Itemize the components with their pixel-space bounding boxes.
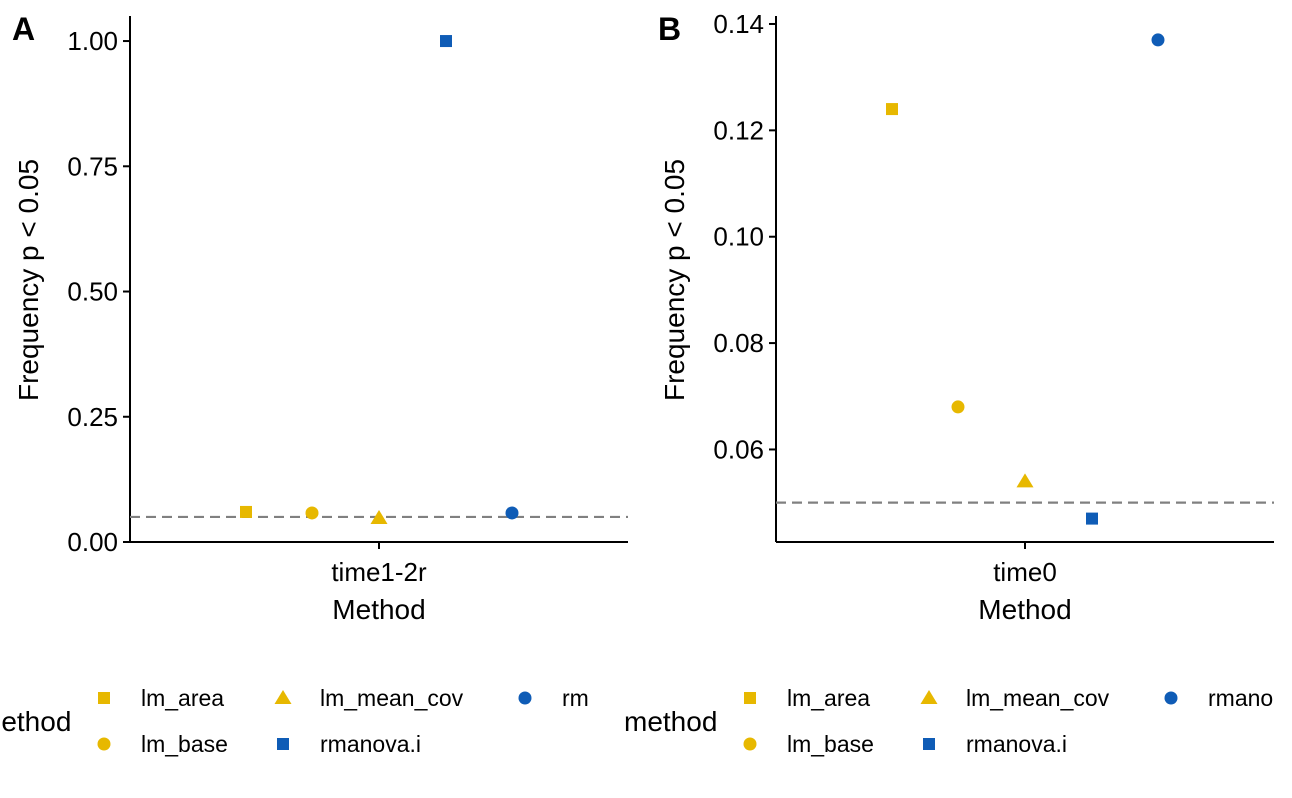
point-lm_base — [951, 400, 965, 414]
legend-key — [274, 690, 292, 704]
legend-key — [923, 738, 935, 750]
x-tick-label: time1-2r — [331, 557, 427, 587]
legend-title: method — [0, 706, 71, 737]
panel-a: A 0.00 0.25 0.50 0.75 1.00 time1-2r Method Frequ… — [12, 11, 628, 625]
x-axis-title: Method — [332, 594, 425, 625]
legend-label: rmanova.i — [320, 731, 421, 757]
panel-b: B 0.06 0.08 0.10 0.12 0.14 time0 Method Frequenc… — [658, 9, 1274, 625]
y-tick-label: 0.00 — [67, 527, 118, 557]
y-tick-label: 0.14 — [713, 9, 764, 39]
legend-label: rm — [562, 685, 589, 711]
point-rmanova — [1151, 33, 1165, 47]
legend-key — [743, 737, 757, 751]
legend-label: lm_mean_cov — [966, 685, 1110, 711]
point-lm_base — [305, 506, 319, 520]
y-axis-title: Frequency p < 0.05 — [13, 159, 44, 401]
legend-label: lm_area — [787, 685, 870, 711]
point-rmanova — [505, 506, 519, 520]
legend-key — [920, 690, 938, 704]
legend-label: lm_base — [787, 731, 874, 757]
legend-title: method — [624, 706, 717, 737]
y-axis-title: Frequency p < 0.05 — [659, 159, 690, 401]
point-lm_mean_cov — [1016, 473, 1034, 488]
y-tick-label: 0.12 — [713, 115, 764, 145]
point-rmanova-i — [1086, 512, 1098, 525]
y-tick-label: 0.25 — [67, 402, 118, 432]
x-axis-title: Method — [978, 594, 1071, 625]
legend-label: lm_mean_cov — [320, 685, 464, 711]
legend-label: lm_area — [141, 685, 224, 711]
legend-key — [1164, 691, 1178, 705]
legend-label: rmano — [1208, 685, 1273, 711]
y-tick-label: 1.00 — [67, 26, 118, 56]
legend-key — [277, 738, 289, 750]
panel-label: B — [658, 11, 681, 47]
legend-key — [98, 692, 110, 704]
point-lm_area — [886, 103, 898, 116]
legend-key — [744, 692, 756, 704]
y-tick-label: 0.06 — [713, 434, 764, 464]
y-tick-label: 0.08 — [713, 328, 764, 358]
panel-label: A — [12, 11, 35, 47]
legend-a: method lm_area lm_mean_cov rm lm_base rmanova… — [0, 685, 589, 757]
y-tick-label: 0.75 — [67, 151, 118, 181]
point-lm_area — [240, 505, 252, 518]
legend-label: lm_base — [141, 731, 228, 757]
y-tick-label: 0.50 — [67, 277, 118, 307]
y-tick-label: 0.10 — [713, 222, 764, 252]
legend-b: method lm_area lm_mean_cov rmano lm_base rman… — [624, 685, 1273, 757]
x-tick-label: time0 — [993, 557, 1057, 587]
legend-label: rmanova.i — [966, 731, 1067, 757]
legend-key — [97, 737, 111, 751]
point-rmanova-i — [440, 35, 452, 48]
point-lm_mean_cov — [370, 509, 388, 524]
legend-key — [518, 691, 532, 705]
